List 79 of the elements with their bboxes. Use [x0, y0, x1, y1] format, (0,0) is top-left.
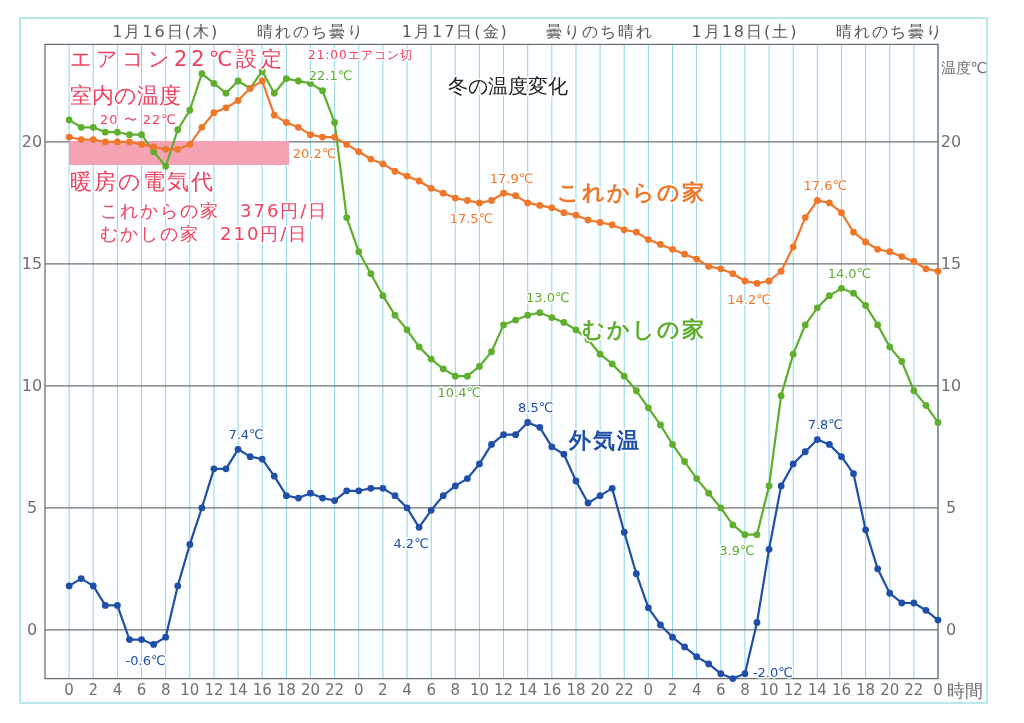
x-tick-label: 18	[856, 680, 876, 699]
x-tick-label: 22	[904, 680, 924, 699]
data-label: 17.9℃	[489, 170, 534, 186]
annotation: 1月16日(木)	[112, 21, 220, 41]
title: 冬の温度変化	[448, 74, 568, 98]
y-tick-label: 0	[26, 620, 38, 640]
annotation: 曇りのち晴れ	[546, 21, 654, 41]
annotation: 21:00エアコン切	[308, 48, 413, 62]
x-tick-label: 16	[252, 680, 272, 699]
data-label: 22.1℃	[308, 68, 353, 84]
x-tick-label: 0	[64, 680, 74, 699]
y2-tick-label: 15	[940, 254, 962, 274]
x-tick-label: 20	[300, 680, 321, 699]
data-label: 20.2℃	[292, 145, 337, 161]
x-tick-label: 16	[831, 680, 852, 699]
x-tick-label: 2	[88, 680, 99, 699]
y-tick-label: 15	[21, 254, 43, 274]
x-tick-label: 18	[566, 680, 586, 699]
data-label: 13.0℃	[526, 290, 570, 306]
x-tick-label: 20	[880, 680, 900, 699]
x-tick-label: 14	[807, 680, 827, 699]
data-label: 17.6℃	[803, 178, 848, 194]
x-tick-label: 10	[469, 680, 489, 699]
x-tick-label: 12	[783, 680, 803, 699]
annotation: 1月17日(金)	[401, 21, 509, 41]
x-tick-label: 12	[494, 680, 514, 699]
data-label: 7.8℃	[807, 417, 843, 433]
data-label: 7.4℃	[228, 426, 264, 442]
y2-tick-label: 20	[940, 132, 962, 152]
x-tick-label: 6	[716, 680, 726, 699]
x-tick-label: 10	[180, 680, 200, 699]
x-tick-label: 2	[667, 680, 678, 699]
x-tick-label: 4	[402, 680, 412, 699]
y2label: 温度℃	[940, 59, 988, 77]
series-label: 外気温	[568, 427, 641, 453]
annotation: 暖房の電気代	[70, 168, 215, 194]
x-tick-label: 20	[590, 680, 610, 699]
annotation: 晴れのち曇り	[835, 21, 944, 41]
annotation: 1月18日(土)	[691, 21, 799, 41]
x-tick-label: 14	[228, 680, 248, 699]
x-tick-label: 0	[643, 680, 654, 699]
xlabel: 時間	[947, 680, 983, 702]
x-tick-label: 16	[542, 680, 562, 699]
x-tick-label: 22	[614, 680, 634, 699]
x-tick-label: 14	[518, 680, 538, 699]
y2-tick-label: 5	[945, 498, 957, 518]
series-label: これからの家	[556, 179, 706, 205]
x-tick-label: 22	[325, 680, 345, 699]
x-tick-label: 10	[759, 680, 779, 699]
y-tick-label: 10	[21, 376, 43, 396]
annotation: 20 〜 22℃	[100, 111, 177, 127]
x-tick-label: 0	[353, 680, 364, 699]
y-tick-label: 20	[21, 132, 43, 152]
data-label: -0.6℃	[125, 652, 166, 668]
data-label: 14.0℃	[827, 265, 872, 281]
data-label: 3.9℃	[719, 543, 755, 559]
annotation: 晴れのち曇り	[256, 21, 365, 41]
data-label: 17.5℃	[449, 211, 494, 227]
x-tick-label: 8	[450, 680, 461, 699]
x-tick-label: 0	[933, 680, 943, 699]
data-label: 14.2℃	[727, 291, 771, 307]
x-tick-label: 8	[740, 680, 750, 699]
x-tick-label: 6	[426, 680, 436, 699]
y-tick-label: 5	[26, 498, 38, 518]
x-tick-label: 18	[276, 680, 296, 699]
x-tick-label: 6	[136, 680, 147, 699]
x-tick-label: 4	[112, 680, 123, 699]
data-label: 4.2℃	[393, 535, 429, 551]
data-label: 10.4℃	[437, 384, 482, 400]
x-tick-label: 2	[378, 680, 388, 699]
y2-tick-label: 10	[940, 376, 962, 396]
y2-tick-label: 0	[945, 620, 957, 640]
data-label: -2.0℃	[752, 665, 793, 681]
x-tick-label: 8	[160, 680, 171, 699]
data-label: 8.5℃	[518, 399, 554, 415]
annotation: むかしの家 210円/日	[100, 222, 309, 244]
x-tick-label: 12	[204, 680, 224, 699]
annotation: エアコン22℃設定	[70, 47, 287, 71]
x-tick-label: 4	[691, 680, 702, 699]
